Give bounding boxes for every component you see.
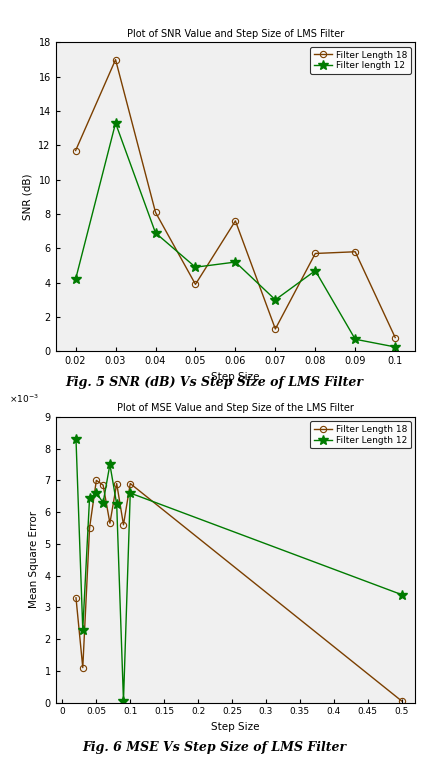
Filter length 12 xyxy=(273,295,278,304)
Filter Length 18 xyxy=(193,279,198,289)
Filter Length 18 xyxy=(73,146,78,155)
Filter Length 18 xyxy=(87,523,92,533)
Filter Length 12 xyxy=(399,590,404,599)
Filter Length 18 xyxy=(313,249,318,258)
Line: Filter Length 18: Filter Length 18 xyxy=(73,477,405,704)
Filter Length 18 xyxy=(101,480,106,489)
X-axis label: Step Size: Step Size xyxy=(211,371,260,381)
Filter length 12 xyxy=(313,266,318,276)
Filter length 12 xyxy=(233,257,238,266)
Filter length 12 xyxy=(392,342,398,351)
Filter Length 12 xyxy=(87,493,92,503)
Title: Plot of SNR Value and Step Size of LMS Filter: Plot of SNR Value and Step Size of LMS F… xyxy=(127,29,344,39)
Filter Length 18 xyxy=(128,479,133,488)
Y-axis label: Mean Square Error: Mean Square Error xyxy=(29,511,39,608)
Filter length 12 xyxy=(353,334,358,344)
Filter Length 18 xyxy=(114,479,119,488)
Filter length 12 xyxy=(113,118,118,127)
Filter Length 18 xyxy=(153,208,158,217)
Filter Length 12 xyxy=(128,489,133,498)
Filter Length 18 xyxy=(121,520,126,530)
Line: Filter length 12: Filter length 12 xyxy=(71,118,400,352)
Filter length 12 xyxy=(193,262,198,272)
Filter Length 18 xyxy=(74,593,79,602)
Filter Length 12 xyxy=(121,696,126,706)
Filter Length 18 xyxy=(107,519,113,528)
Filter Length 18 xyxy=(399,696,404,706)
Filter Length 12 xyxy=(94,489,99,498)
Filter Length 18 xyxy=(392,333,398,342)
Filter Length 12 xyxy=(80,625,85,634)
Filter Length 12 xyxy=(74,435,79,444)
Text: Fig. 6 MSE Vs Step Size of LMS Filter: Fig. 6 MSE Vs Step Size of LMS Filter xyxy=(82,741,346,753)
Filter Length 18 xyxy=(94,476,99,485)
Filter Length 12 xyxy=(107,460,113,469)
Filter Length 18 xyxy=(80,663,85,672)
Legend: Filter Length 18, Filter length 12: Filter Length 18, Filter length 12 xyxy=(310,47,410,74)
Line: Filter Length 18: Filter Length 18 xyxy=(72,56,398,340)
Line: Filter Length 12: Filter Length 12 xyxy=(71,434,407,706)
Y-axis label: SNR (dB): SNR (dB) xyxy=(23,174,33,220)
Filter Length 18 xyxy=(273,324,278,334)
Filter Length 12 xyxy=(101,498,106,507)
Title: Plot of MSE Value and Step Size of the LMS Filter: Plot of MSE Value and Step Size of the L… xyxy=(117,403,354,413)
Filter Length 18 xyxy=(113,55,118,64)
Filter Length 12 xyxy=(114,499,119,509)
Filter length 12 xyxy=(153,229,158,238)
Legend: Filter Length 18, Filter Length 12: Filter Length 18, Filter Length 12 xyxy=(310,422,410,449)
Filter Length 18 xyxy=(353,247,358,256)
Filter length 12 xyxy=(73,275,78,284)
X-axis label: Step Size: Step Size xyxy=(211,722,260,732)
Text: Fig. 5 SNR (dB) Vs Step Size of LMS Filter: Fig. 5 SNR (dB) Vs Step Size of LMS Filt… xyxy=(65,376,363,388)
Filter Length 18 xyxy=(233,216,238,225)
Text: $\times 10^{-3}$: $\times 10^{-3}$ xyxy=(9,393,39,405)
